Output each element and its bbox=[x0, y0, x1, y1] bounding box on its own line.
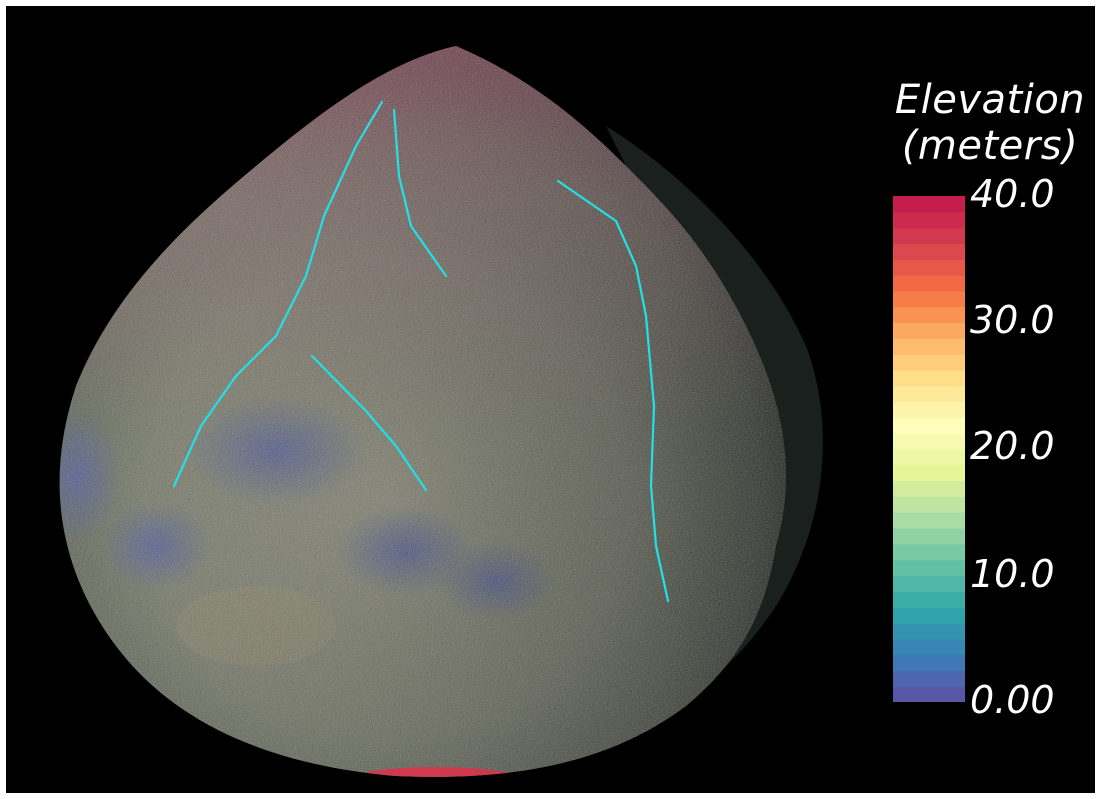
colorbar-band bbox=[893, 211, 965, 229]
legend-title-line1: Elevation bbox=[894, 77, 1086, 123]
colorbar-band bbox=[893, 449, 965, 466]
lineament-line bbox=[392, 108, 448, 278]
colorbar-band bbox=[893, 417, 965, 434]
colorbar-band bbox=[893, 575, 965, 592]
image-frame: Elevation (meters) 40.0 30.0 20.0 10.0 0… bbox=[6, 6, 1095, 793]
colorbar-band bbox=[893, 196, 965, 213]
asteroid-scene bbox=[59, 46, 823, 777]
colorbar-band bbox=[893, 528, 965, 545]
legend-tick-40: 40.0 bbox=[970, 172, 1055, 216]
colorbar-band bbox=[893, 686, 965, 702]
colorbar-band bbox=[893, 275, 965, 292]
colorbar-band bbox=[893, 480, 965, 498]
colorbar-band bbox=[893, 259, 965, 276]
colorbar-band bbox=[893, 354, 965, 371]
lineament-line bbox=[172, 100, 384, 488]
colorbar-band bbox=[893, 401, 965, 418]
colorbar-band bbox=[893, 670, 965, 687]
colorbar-band bbox=[893, 543, 965, 561]
colorbar-band bbox=[893, 322, 965, 339]
colorbar-band bbox=[893, 654, 965, 671]
lineament-line bbox=[310, 354, 428, 492]
legend-tick-20: 20.0 bbox=[970, 424, 1055, 468]
colorbar-band bbox=[893, 433, 965, 450]
colorbar-band bbox=[893, 638, 965, 656]
colorbar-band bbox=[893, 306, 965, 324]
legend-tick-30: 30.0 bbox=[970, 298, 1055, 342]
colorbar-band bbox=[893, 290, 965, 308]
colorbar-band bbox=[893, 559, 965, 577]
colorbar-band bbox=[893, 227, 965, 245]
colorbar-band bbox=[893, 496, 965, 513]
lineaments bbox=[172, 100, 670, 603]
colorbar-band bbox=[893, 591, 965, 608]
lineament-line bbox=[556, 179, 670, 603]
colorbar-band bbox=[893, 512, 965, 529]
colorbar-band bbox=[893, 385, 965, 403]
colorbar-band bbox=[893, 369, 965, 387]
colorbar-band bbox=[893, 243, 965, 260]
legend-tick-0: 0.00 bbox=[970, 678, 1055, 722]
elevation-colorbar bbox=[893, 196, 965, 702]
colorbar-band bbox=[893, 607, 965, 624]
legend-title-line2: (meters) bbox=[901, 123, 1079, 169]
legend-tick-10: 10.0 bbox=[970, 552, 1055, 596]
colorbar-band bbox=[893, 464, 965, 482]
colorbar-band bbox=[893, 622, 965, 640]
colorbar-band bbox=[893, 338, 965, 355]
